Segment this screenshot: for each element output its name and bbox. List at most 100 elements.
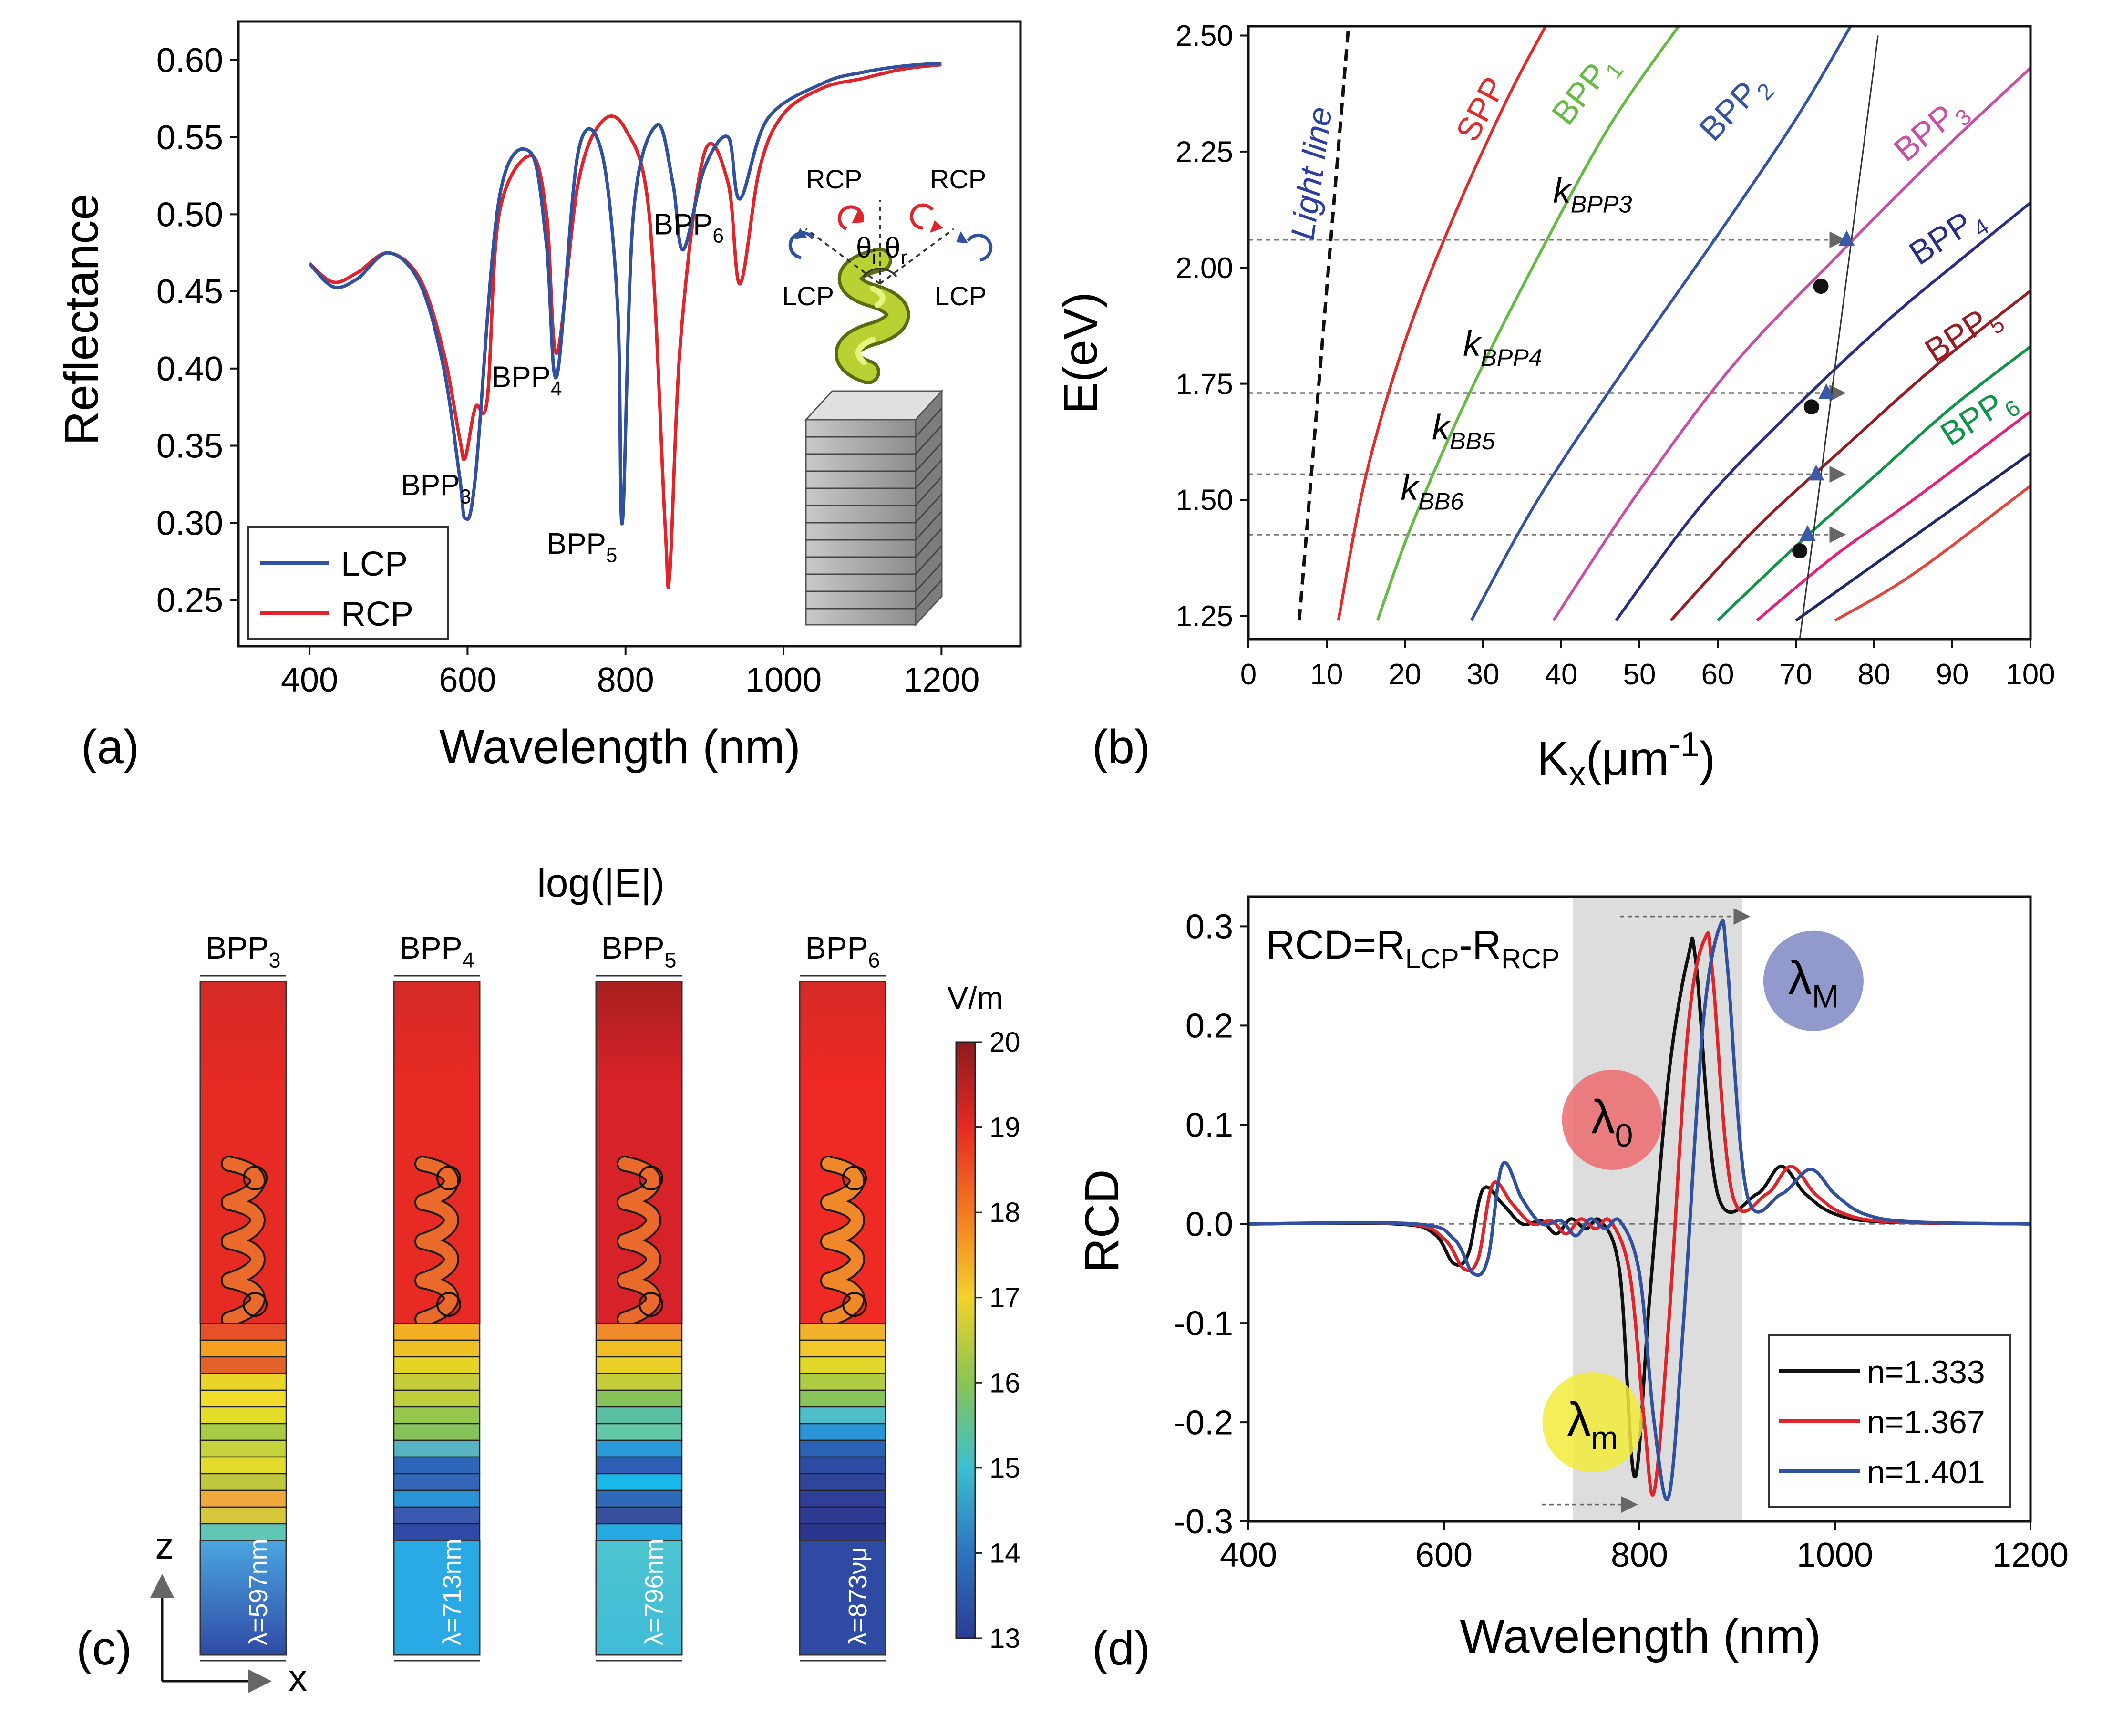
field-map-wavelength: λ=713nm xyxy=(438,1539,466,1645)
pillar-layer-side xyxy=(915,579,943,610)
helix-body xyxy=(223,1157,264,1325)
b-ytick-label: 2.00 xyxy=(1175,252,1233,285)
field-layer xyxy=(799,1439,886,1458)
panel-b-curves xyxy=(1248,26,2030,639)
colorbar-tick-label: 17 xyxy=(989,1282,1020,1313)
field-layer xyxy=(199,1423,287,1441)
a-ytick-label: 0.35 xyxy=(156,427,223,465)
curve-label: BPP4 xyxy=(1903,197,1994,278)
curve-bpp2 xyxy=(1470,26,1852,621)
panel-d: λ0 λM λm 400 600 800 1000 1200 -0.3 -0.2 -0.1 0.0 0.… xyxy=(1075,895,2069,1675)
series-n-1.401 xyxy=(1248,919,2031,1501)
curve-bpp6 xyxy=(1716,345,2030,622)
field-layer xyxy=(199,1456,287,1475)
curve-bpp4 xyxy=(1615,201,2030,621)
field-map-column: BPP4 λ=713nm xyxy=(393,930,481,1662)
colorbar-tick-label: 15 xyxy=(989,1453,1020,1484)
pillar-layer-side xyxy=(915,493,943,524)
legend-lcp-label: LCP xyxy=(341,545,408,583)
field-region-substrate xyxy=(799,1540,886,1656)
triangle-marker xyxy=(1808,465,1824,481)
d-xtick-label: 400 xyxy=(1220,1536,1277,1574)
legend-rcp-label: RCP xyxy=(341,595,413,633)
field-layer xyxy=(595,1339,683,1358)
field-layer xyxy=(799,1423,886,1441)
d-ytick-label: 0.1 xyxy=(1185,1106,1233,1144)
field-region-substrate xyxy=(595,1540,683,1656)
field-layer xyxy=(393,1423,481,1441)
dot-marker xyxy=(1792,543,1808,559)
panel-d-xlabel: Wavelength (nm) xyxy=(1460,1610,1821,1663)
field-layer xyxy=(595,1406,683,1425)
field-layer xyxy=(199,1523,287,1541)
dot-marker xyxy=(1803,399,1819,415)
field-layer xyxy=(393,1339,481,1358)
panel-c: log(|E|) BPP3 λ=597nm BPP4 λ=713nm BPP5 λ=796… xyxy=(76,860,1020,1699)
curve-label: BPP1 xyxy=(1545,46,1628,136)
a-xtick-label: 800 xyxy=(597,661,654,699)
panel-d-ylabel: RCD xyxy=(1075,1169,1129,1273)
field-layer xyxy=(199,1506,287,1525)
panel-c-label: (c) xyxy=(76,1622,132,1675)
colorbar-tick-label: 14 xyxy=(989,1538,1020,1569)
lcp-right-icon xyxy=(956,231,993,262)
curve-extra3 xyxy=(1834,485,2030,622)
d-ytick-label: -0.3 xyxy=(1174,1503,1233,1541)
helix-bottom-circle xyxy=(639,1292,663,1317)
panel-a-plot-area: 400 600 800 1000 1200 0.25 0.30 0.35 0.40 0.45 0.5… xyxy=(156,20,1022,699)
field-layer xyxy=(799,1339,886,1358)
a-ytick-label: 0.45 xyxy=(156,273,223,311)
field-map-label: BPP5 xyxy=(601,930,676,972)
pillar-layer-side xyxy=(915,476,943,506)
field-layer xyxy=(799,1506,886,1525)
helix-body xyxy=(416,1157,457,1325)
multilayer-pillar xyxy=(804,389,944,627)
series-n-1.367 xyxy=(1248,931,2031,1497)
field-layer xyxy=(799,1456,886,1475)
field-layer xyxy=(595,1373,683,1391)
b-xtick-label: 40 xyxy=(1545,658,1578,691)
triangle-marker xyxy=(1838,230,1855,246)
field-layer xyxy=(199,1323,287,1341)
field-map-column: BPP6 λ=873νμ xyxy=(799,930,886,1662)
d-ytick-label: -0.2 xyxy=(1174,1404,1233,1442)
a-xtick-label: 400 xyxy=(281,661,338,699)
pillar-layer-side xyxy=(915,442,943,472)
triangle-marker xyxy=(1818,383,1834,400)
field-layer xyxy=(595,1323,683,1341)
field-layer xyxy=(199,1356,287,1374)
field-layer xyxy=(393,1523,481,1541)
a-frame xyxy=(237,20,1022,648)
field-layer xyxy=(393,1439,481,1458)
a-ytick-label: 0.25 xyxy=(156,581,223,620)
b-ytick-label: 1.25 xyxy=(1175,600,1233,633)
field-layer xyxy=(393,1373,481,1391)
helix xyxy=(835,248,910,384)
field-layer xyxy=(393,1506,481,1525)
curve-bpp1 xyxy=(1376,26,1680,621)
b-xtick-label: 50 xyxy=(1623,658,1656,691)
panel-b-label: (b) xyxy=(1092,720,1150,774)
colorbar: V/m 20 19 18 17 16 15 14 13 xyxy=(947,980,1020,1654)
d-xtick-label: 800 xyxy=(1611,1536,1668,1574)
curve-bpp3 xyxy=(1552,67,2030,621)
b-ytick-label: 2.50 xyxy=(1175,20,1233,52)
curve-label: BPP5 xyxy=(1918,295,2009,376)
panel-b-xlabel: Kx(μm-1) xyxy=(1537,725,1715,793)
panel-a-label: (a) xyxy=(81,720,139,774)
panel-d-plot-area: λ0 λM λm 400 600 800 1000 1200 -0.3 -0.2 -0.1 0.0 0.… xyxy=(1174,895,2069,1574)
helix-cross-section xyxy=(221,1156,268,1327)
axis-z-label: z xyxy=(155,1525,174,1567)
helix-top-circle xyxy=(639,1166,663,1190)
inset-lcp-right: LCP xyxy=(935,281,987,311)
b-xtick-label: 70 xyxy=(1780,658,1813,691)
a-ytick-label: 0.60 xyxy=(156,41,223,80)
k-label: kBB5 xyxy=(1432,407,1495,455)
field-layer xyxy=(199,1389,287,1408)
k-label: kBPP3 xyxy=(1553,171,1632,218)
field-layer xyxy=(595,1456,683,1475)
inset-lcp-left: LCP xyxy=(782,281,834,311)
field-layer xyxy=(393,1406,481,1425)
k-label: kBPP4 xyxy=(1463,324,1542,371)
a-xtick-label: 600 xyxy=(439,661,496,699)
